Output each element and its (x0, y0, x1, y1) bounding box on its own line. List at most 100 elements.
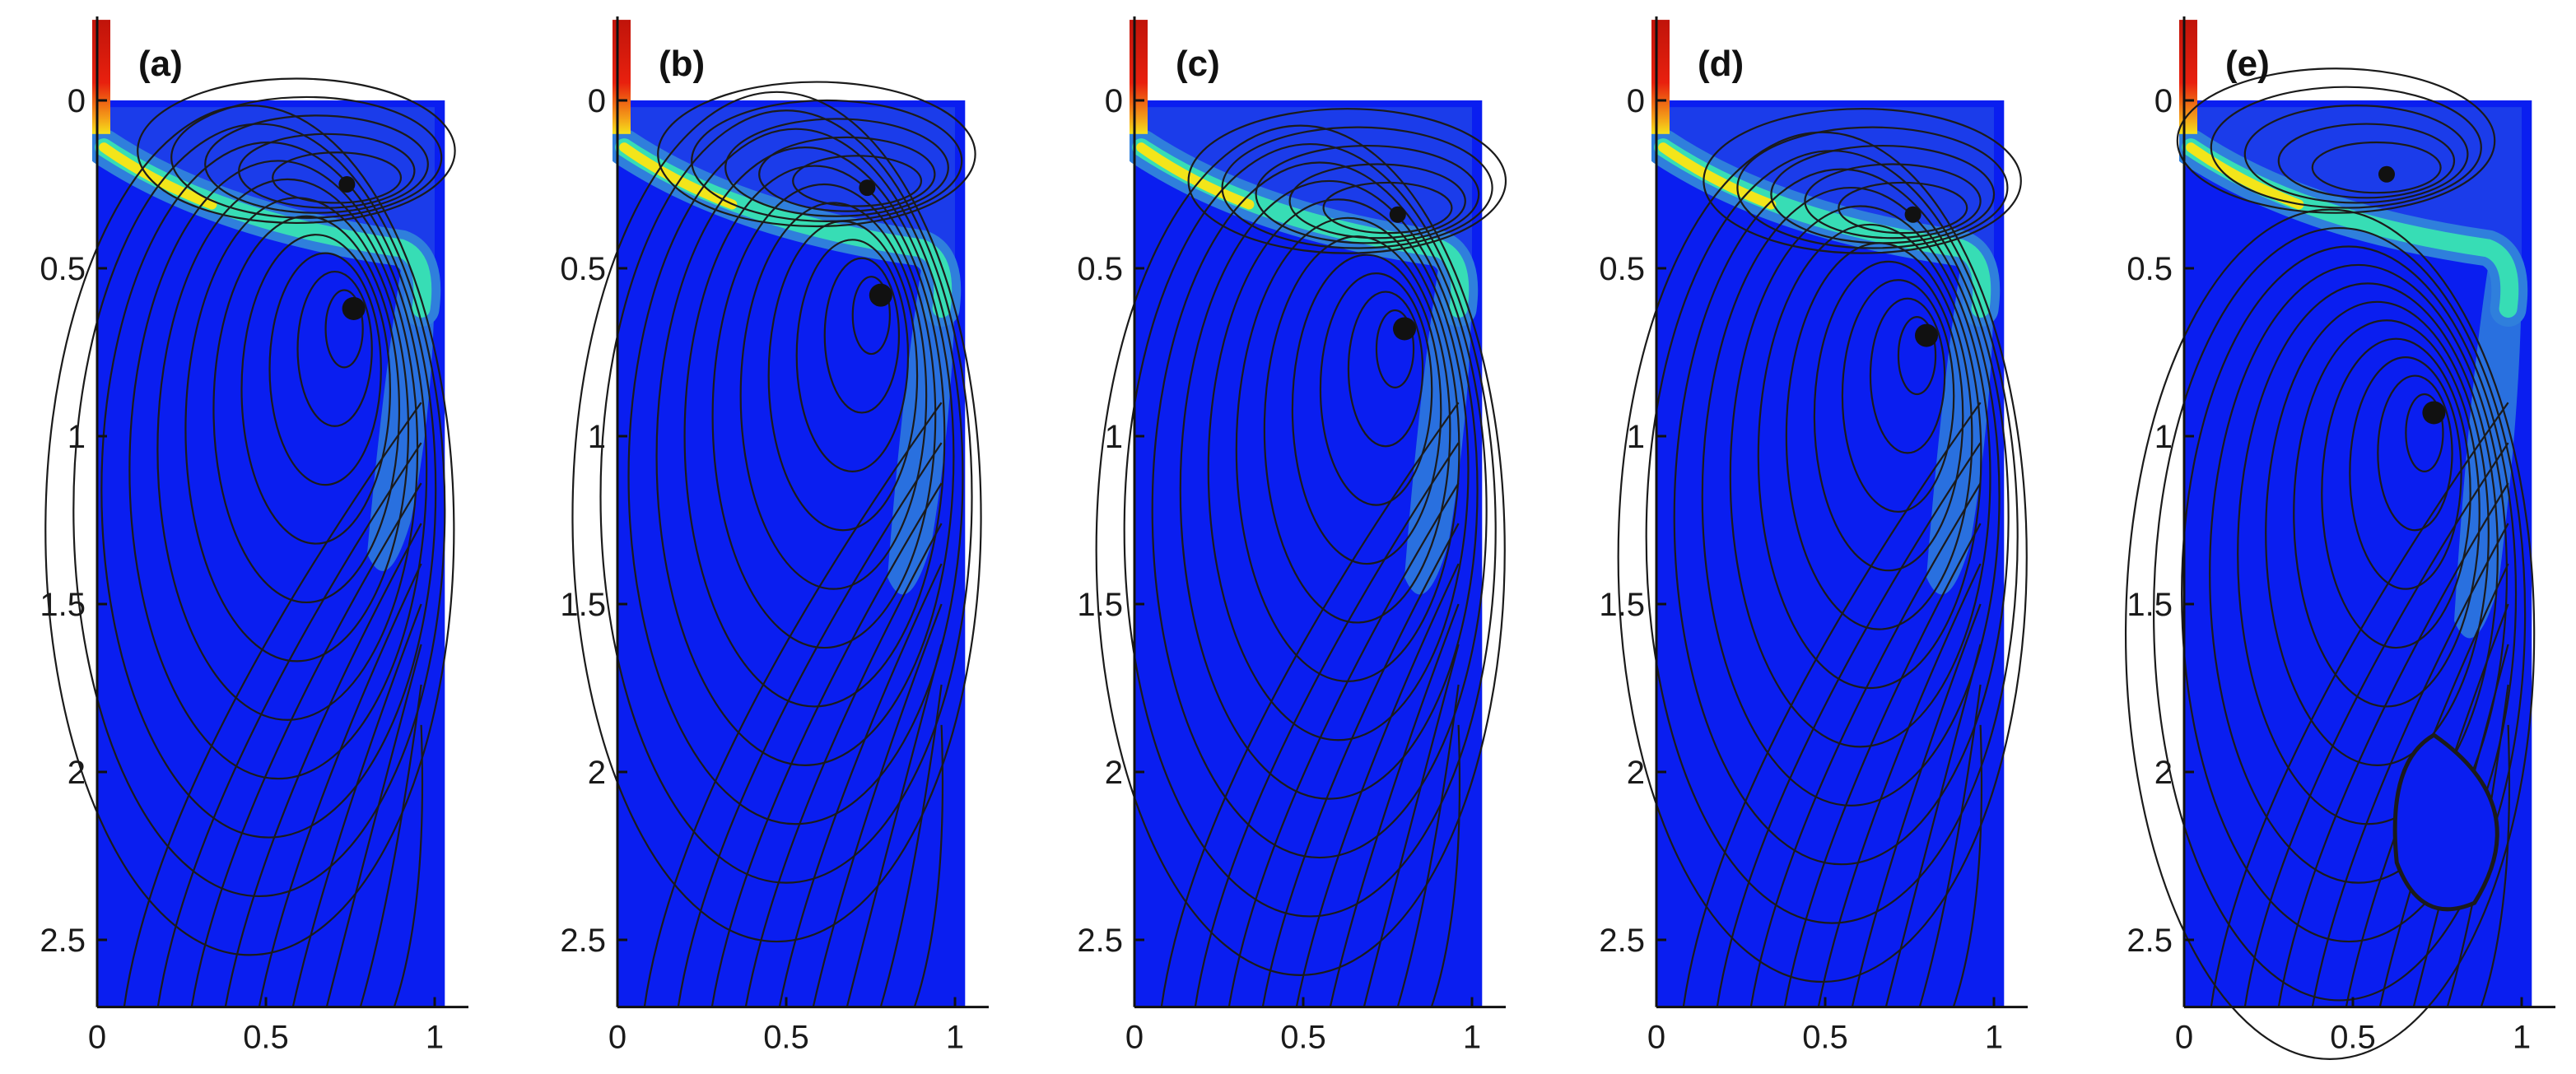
inlet-nozzle (2179, 20, 2197, 134)
x-tick-label: 0 (1647, 1020, 1665, 1056)
lower-streamline (2210, 402, 2509, 1007)
main-eddy-core (1915, 323, 1938, 347)
bottom-eddy (2392, 732, 2499, 912)
streamlines (1095, 108, 1507, 1007)
main-eddy-streamline (767, 220, 919, 532)
upper-eddy-core (1389, 206, 1406, 223)
upper-eddy-streamline (1221, 126, 1493, 249)
y-tick-label: 1.5 (2126, 587, 2173, 623)
lower-streamline (1783, 523, 1982, 1007)
lower-streamline (224, 523, 422, 1007)
main-eddy-streamline (655, 146, 955, 766)
x-tick-label: 1 (946, 1020, 964, 1056)
panel-c: 0 0.5 1 1.5 2 2.5 0 0.5 1 (c) (1077, 16, 1507, 1056)
main-eddy-streamline (2265, 300, 2490, 766)
main-eddy-streamline (72, 123, 446, 898)
main-eddy-streamline (2405, 393, 2444, 472)
main-eddy-streamline (184, 197, 410, 663)
main-eddy-streamline (2209, 263, 2508, 884)
y-tick-label: 1.5 (1077, 587, 1123, 623)
y-tick-label: 0 (588, 83, 606, 119)
main-eddy-streamline (1319, 272, 1433, 506)
lower-streamline (359, 684, 422, 1007)
y-tick-label: 2.5 (2126, 923, 2173, 959)
y-tick-label: 2 (68, 755, 86, 791)
main-eddy-streamline (1729, 205, 1991, 748)
main-eddy-core (1393, 317, 1416, 341)
main-eddy-streamline (44, 105, 455, 956)
y-tick-label: 1 (2154, 419, 2173, 455)
axes (95, 16, 468, 1009)
upper-eddy-streamline (272, 151, 403, 204)
lower-streamline (1295, 563, 1460, 1007)
main-eddy-streamline (1123, 142, 1497, 918)
jet-core (619, 142, 738, 210)
main-eddy-streamline (683, 165, 946, 708)
upper-eddy-streamline (1736, 126, 2009, 249)
axes (1655, 16, 2028, 1009)
y-tick-label: 1 (1627, 419, 1645, 455)
main-eddy-streamline (1897, 316, 1937, 396)
lower-streamline (812, 603, 943, 1007)
main-eddy-streamline (212, 215, 401, 604)
upper-eddy-streamline (691, 99, 963, 222)
axes (616, 16, 989, 1009)
y-tick-label: 0.5 (40, 251, 86, 287)
y-tick-label: 2 (1627, 755, 1645, 791)
lower-streamline (1851, 603, 1982, 1007)
main-eddy-streamline (240, 234, 391, 545)
x-tick-label: 0 (88, 1020, 106, 1056)
x-tick-label: 1 (2513, 1020, 2531, 1056)
y-tick-label: 1 (68, 419, 86, 455)
main-eddy-streamline (1785, 242, 1973, 630)
lower-streamline (1918, 684, 1982, 1007)
panel-label: (a) (138, 44, 183, 84)
lower-streamline (156, 442, 422, 1007)
panel-label: (c) (1176, 44, 1220, 84)
upper-eddy-streamline (1703, 108, 2022, 254)
upper-eddy-streamline (170, 95, 443, 219)
panel-d: 0 0.5 1 1.5 2 2.5 0 0.5 1 (d) (1599, 16, 2028, 1056)
upper-eddy-streamline (1838, 181, 1968, 235)
x-tick-label: 0.5 (2330, 1020, 2376, 1056)
lower-streamline (1160, 402, 1460, 1007)
panel-a: 0 0.5 1 1.5 2 2.5 0 0.5 1 (a) (40, 16, 468, 1056)
lower-streamline (190, 482, 422, 1007)
main-eddy-streamline (1095, 124, 1506, 976)
jet-core (2186, 142, 2304, 210)
main-eddy-streamline (324, 289, 364, 369)
lower-streamline (393, 724, 424, 1007)
lower-streamline (325, 644, 422, 1007)
inlet-nozzle (1130, 20, 1148, 134)
main-eddy-streamline (851, 276, 891, 356)
panel-label: (b) (659, 44, 705, 84)
upper-eddy-core (2378, 165, 2395, 183)
main-eddy-core (869, 283, 892, 307)
y-tick-label: 0 (1627, 83, 1645, 119)
main-eddy-streamline (739, 202, 928, 590)
lower-streamline (1884, 644, 1982, 1007)
lower-streamline (778, 563, 943, 1007)
x-tick-label: 0 (2175, 1020, 2193, 1056)
y-tick-label: 2.5 (1599, 923, 1645, 959)
lower-streamline (123, 402, 422, 1007)
upper-eddy-core (859, 179, 876, 197)
lower-streamline (744, 523, 943, 1007)
y-tick-label: 0 (68, 83, 86, 119)
lower-streamline (1194, 442, 1460, 1007)
y-tick-label: 1 (1105, 419, 1123, 455)
main-eddy-streamline (2237, 282, 2499, 825)
lower-streamline (1430, 724, 1461, 1007)
main-eddy-streamline (1645, 150, 2019, 924)
streamlines (571, 81, 982, 1007)
main-eddy-core (2422, 401, 2446, 425)
y-tick-label: 0.5 (560, 251, 606, 287)
main-eddy-streamline (2293, 319, 2481, 708)
upper-eddy-streamline (1255, 144, 1480, 244)
main-eddy-streamline (711, 183, 937, 649)
inlet-wall (1123, 20, 1130, 178)
lower-streamline (710, 482, 943, 1007)
y-tick-label: 0 (1105, 83, 1123, 119)
x-tick-label: 1 (1463, 1020, 1481, 1056)
main-eddy-streamline (1179, 179, 1479, 800)
